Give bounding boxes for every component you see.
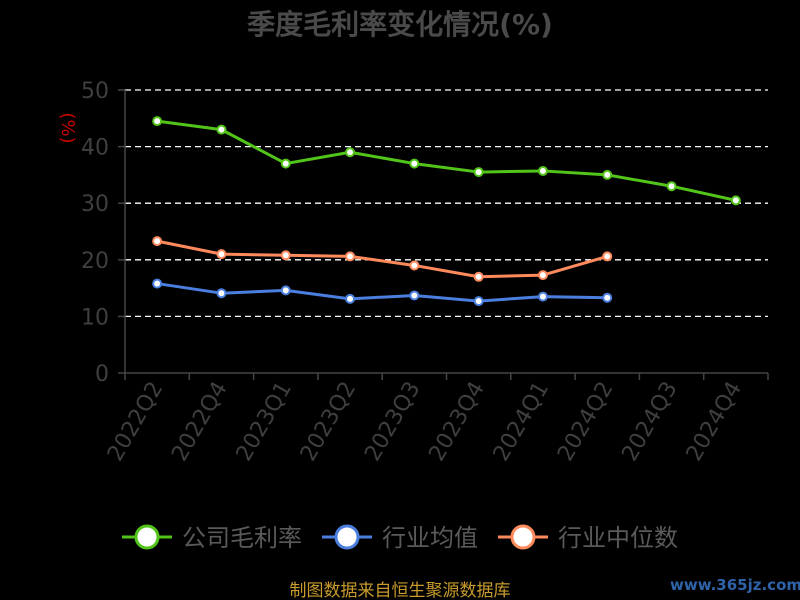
data-point xyxy=(280,285,291,296)
chart-title: 季度毛利率变化情况(%) xyxy=(247,8,553,41)
data-point xyxy=(473,271,484,282)
series-line xyxy=(156,282,608,303)
data-point xyxy=(537,291,548,302)
legend-marker xyxy=(510,524,536,550)
legend-label: 公司毛利率 xyxy=(182,524,302,552)
y-tick-label: 40 xyxy=(81,136,109,161)
series-line xyxy=(156,239,608,279)
grid-lines xyxy=(125,89,768,318)
data-point xyxy=(216,124,227,135)
data-point xyxy=(602,169,613,180)
y-tick-label: 0 xyxy=(95,362,109,387)
legend-label: 行业中位数 xyxy=(558,524,678,552)
legend[interactable]: 公司毛利率 行业均值 行业中位数 xyxy=(122,524,678,552)
x-tick-label: 2024Q2 xyxy=(553,378,618,466)
x-tick-label: 2024Q1 xyxy=(489,378,554,466)
series-line-dashed xyxy=(157,120,737,202)
x-tick-label: 2023Q2 xyxy=(296,378,361,466)
data-point xyxy=(216,249,227,260)
data-point xyxy=(345,293,356,304)
y-tick-label: 20 xyxy=(81,249,109,274)
data-point xyxy=(152,116,163,127)
data-point xyxy=(537,270,548,281)
legend-item[interactable]: 行业中位数 xyxy=(498,524,678,552)
legend-item[interactable]: 行业均值 xyxy=(322,524,478,552)
data-point xyxy=(602,292,613,303)
data-point xyxy=(537,165,548,176)
legend-marker xyxy=(334,524,360,550)
data-point xyxy=(216,288,227,299)
watermark-text: www.365jz.com xyxy=(670,576,800,594)
x-tick-label: 2024Q3 xyxy=(617,378,682,466)
data-point xyxy=(602,251,613,262)
data-point xyxy=(280,250,291,261)
y-axis-label: (%) xyxy=(57,112,78,143)
data-point xyxy=(409,290,420,301)
axes: 010203040502022Q22022Q42023Q12023Q22023Q… xyxy=(81,79,769,466)
x-tick-label: 2022Q2 xyxy=(103,378,168,466)
x-tick-label: 2023Q4 xyxy=(425,378,490,466)
y-tick-label: 10 xyxy=(81,305,109,330)
legend-label: 行业均值 xyxy=(382,524,478,552)
series-group xyxy=(152,116,741,307)
data-point xyxy=(280,158,291,169)
series-line xyxy=(156,119,737,202)
data-point xyxy=(345,147,356,158)
x-tick-label: 2024Q4 xyxy=(682,378,747,466)
data-point xyxy=(473,296,484,307)
x-tick-label: 2023Q3 xyxy=(360,378,425,466)
data-point xyxy=(345,251,356,262)
data-point xyxy=(473,167,484,178)
y-tick-label: 30 xyxy=(81,192,109,217)
data-point xyxy=(152,278,163,289)
y-tick-label: 50 xyxy=(81,79,109,104)
x-tick-label: 2022Q4 xyxy=(167,378,232,466)
data-source-text: 制图数据来自恒生聚源数据库 xyxy=(290,581,511,600)
data-point xyxy=(152,236,163,247)
data-point xyxy=(666,181,677,192)
data-point xyxy=(730,195,741,206)
legend-marker xyxy=(134,524,160,550)
x-tick-label: 2023Q1 xyxy=(232,378,297,466)
legend-item[interactable]: 公司毛利率 xyxy=(122,524,302,552)
data-point xyxy=(409,158,420,169)
data-point xyxy=(409,260,420,271)
